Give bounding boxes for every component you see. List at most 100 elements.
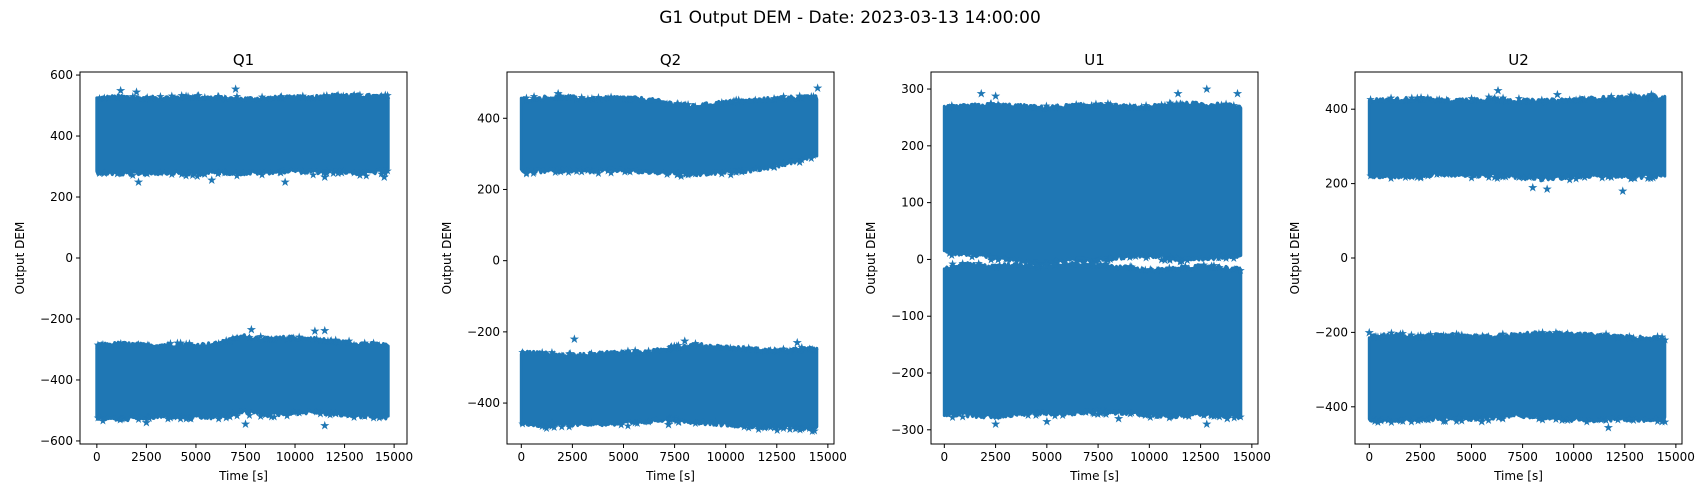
star-marker: ★: [349, 88, 359, 101]
star-marker: ★: [1087, 256, 1097, 269]
star-marker: ★: [228, 407, 238, 420]
x-tick-label: 10000: [707, 450, 745, 464]
star-marker: ★: [1093, 254, 1103, 267]
star-marker: ★: [1514, 92, 1524, 105]
star-marker: ★: [1041, 258, 1051, 271]
star-marker: ★: [664, 343, 674, 356]
star-marker: ★: [192, 90, 202, 103]
star-marker: ★: [1470, 94, 1480, 107]
star-marker: ★: [1043, 102, 1053, 115]
star-marker: ★: [1050, 258, 1060, 271]
star-marker: ★: [1416, 91, 1426, 104]
star-marker: ★: [322, 89, 332, 102]
star-marker: ★: [1498, 330, 1508, 343]
star-marker: ★: [282, 410, 292, 423]
star-marker: ★: [662, 168, 672, 181]
star-marker: ★: [1143, 101, 1153, 114]
star-marker: ★: [556, 166, 566, 179]
star-marker: ★: [1648, 172, 1658, 185]
star-marker: ★: [986, 253, 996, 266]
star-marker: ★: [1492, 94, 1502, 107]
outlier-star-marker: ★: [1527, 180, 1538, 194]
star-marker: ★: [1081, 406, 1091, 419]
star-marker: ★: [947, 99, 957, 112]
star-marker: ★: [1423, 92, 1433, 105]
star-marker: ★: [807, 425, 817, 438]
star-marker: ★: [549, 421, 559, 434]
star-marker: ★: [1467, 172, 1477, 185]
y-tick-label: −400: [467, 396, 500, 410]
star-marker: ★: [140, 167, 150, 180]
star-marker: ★: [630, 416, 640, 429]
star-marker: ★: [779, 422, 789, 435]
star-marker: ★: [1452, 415, 1462, 428]
star-marker: ★: [142, 91, 152, 104]
x-tick-label: 15000: [1657, 450, 1695, 464]
star-marker: ★: [683, 168, 693, 181]
star-marker: ★: [623, 164, 633, 177]
star-marker: ★: [184, 337, 194, 350]
star-marker: ★: [725, 418, 735, 431]
star-marker: ★: [669, 339, 679, 352]
y-axis-label: Output DEM: [13, 222, 27, 295]
x-tick-label: 10000: [1130, 450, 1168, 464]
star-marker: ★: [361, 169, 371, 182]
x-tick-label: 7500: [1083, 450, 1114, 464]
star-marker: ★: [772, 424, 782, 437]
star-marker: ★: [1551, 413, 1561, 426]
star-marker: ★: [529, 166, 539, 179]
star-marker: ★: [374, 339, 384, 352]
star-marker: ★: [1216, 98, 1226, 111]
outlier-star-marker: ★: [1493, 84, 1504, 98]
star-marker: ★: [810, 344, 820, 357]
star-marker: ★: [380, 167, 390, 180]
star-marker: ★: [260, 408, 270, 421]
star-marker: ★: [1214, 99, 1224, 112]
star-marker: ★: [725, 341, 735, 354]
x-axis-label: Time [s]: [218, 469, 268, 483]
star-marker: ★: [1643, 91, 1653, 104]
star-marker: ★: [374, 412, 384, 425]
star-marker: ★: [1494, 412, 1504, 425]
star-marker: ★: [603, 92, 613, 105]
star-marker: ★: [1089, 407, 1099, 420]
star-marker: ★: [275, 166, 285, 179]
y-tick-label: −200: [891, 366, 924, 380]
outlier-star-marker: ★: [115, 83, 126, 97]
star-marker: ★: [587, 417, 597, 430]
star-marker: ★: [1472, 412, 1482, 425]
star-marker: ★: [1177, 255, 1187, 268]
star-marker: ★: [529, 92, 539, 105]
star-marker: ★: [986, 250, 996, 263]
star-marker: ★: [1176, 98, 1186, 111]
star-marker: ★: [1402, 94, 1412, 107]
star-marker: ★: [1125, 407, 1135, 420]
outlier-star-marker: ★: [792, 336, 803, 350]
x-axis-label: Time [s]: [1493, 469, 1543, 483]
star-marker: ★: [1140, 409, 1150, 422]
star-marker: ★: [93, 338, 103, 351]
point-cloud-band-2: [1367, 330, 1667, 424]
star-marker: ★: [1402, 170, 1412, 183]
star-marker: ★: [369, 337, 379, 350]
star-marker: ★: [312, 405, 322, 418]
star-marker: ★: [681, 98, 691, 111]
x-tick-label: 2500: [980, 450, 1011, 464]
star-marker: ★: [986, 98, 996, 111]
x-tick-label: 12500: [1606, 450, 1644, 464]
x-tick-label: 12500: [325, 450, 363, 464]
star-marker: ★: [1478, 330, 1488, 343]
star-marker: ★: [1102, 258, 1112, 271]
star-marker: ★: [144, 412, 154, 425]
star-marker: ★: [690, 417, 700, 430]
star-marker: ★: [729, 165, 739, 178]
star-marker: ★: [1136, 264, 1146, 277]
star-marker: ★: [995, 409, 1005, 422]
star-marker: ★: [1571, 93, 1581, 106]
star-marker: ★: [1125, 260, 1135, 273]
star-marker: ★: [1603, 171, 1613, 184]
star-marker: ★: [214, 412, 224, 425]
star-marker: ★: [328, 90, 338, 103]
star-marker: ★: [1071, 98, 1081, 111]
star-marker: ★: [257, 91, 267, 104]
